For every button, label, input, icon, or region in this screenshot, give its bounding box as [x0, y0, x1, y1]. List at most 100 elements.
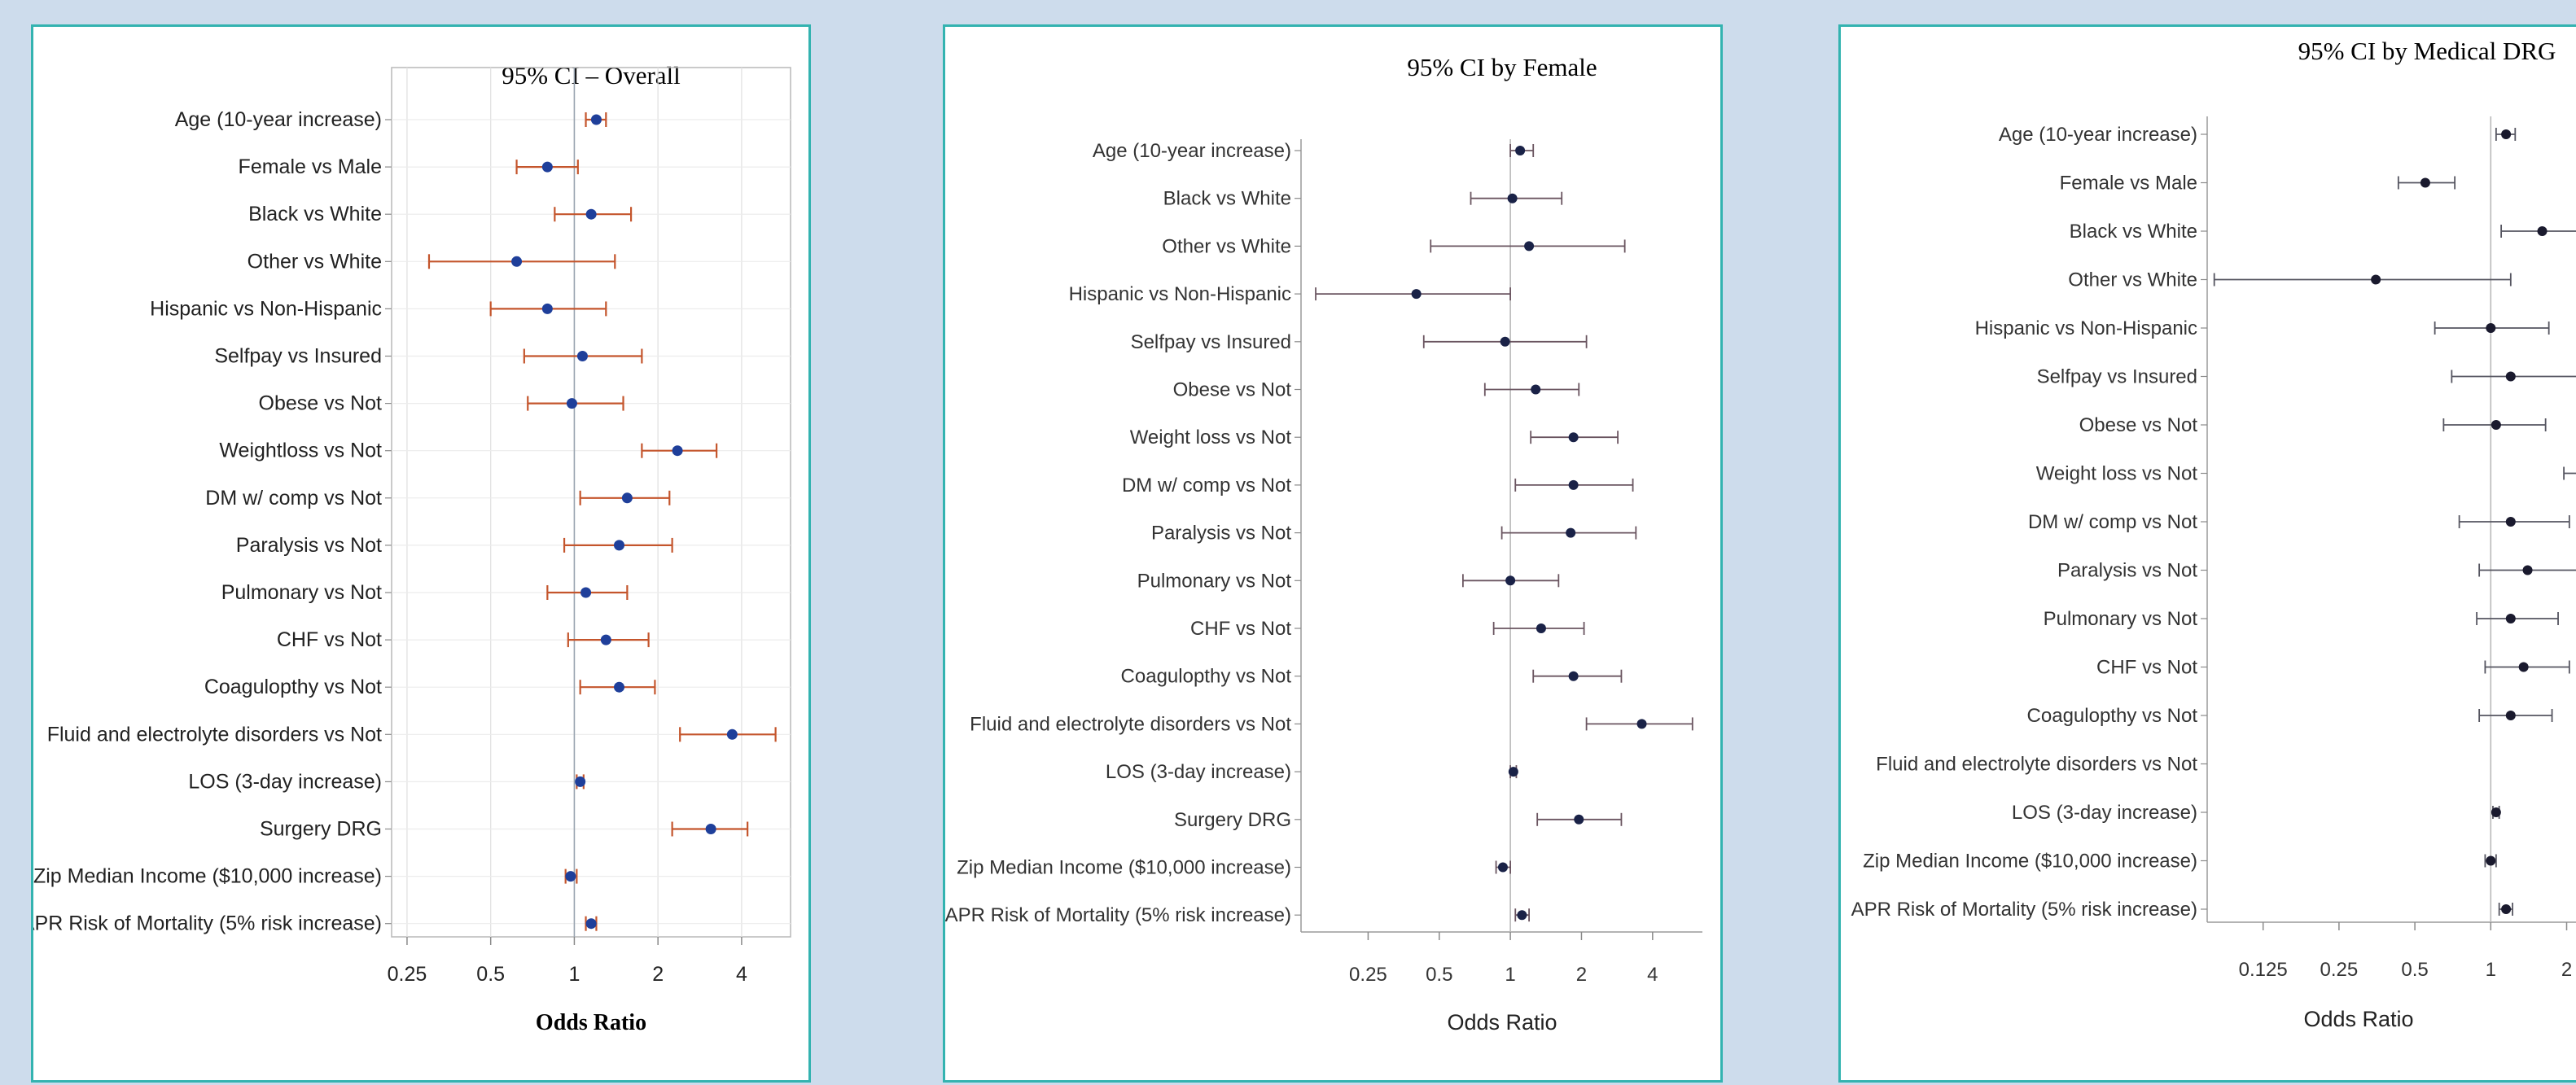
row-label: Other vs White	[248, 250, 382, 273]
x-tick-label: 0.25	[2320, 959, 2359, 981]
odds-ratio-point	[565, 871, 576, 882]
odds-ratio-point	[613, 681, 624, 693]
row-label: Weightloss vs Not	[219, 440, 382, 462]
row-label: Selfpay vs Insured	[1131, 331, 1291, 353]
row-label: Coagulopthy vs Not	[1121, 666, 1292, 688]
odds-ratio-point	[2522, 565, 2533, 575]
forest-plot-overall-svg: 95% CI – Overall 0.25 0.5 1 2 4 Odds Ratio Age …	[33, 61, 791, 1035]
row-label: Fluid and electrolyte disorders vs Not	[1876, 754, 2197, 776]
x-tick-label: 1	[2486, 959, 2496, 981]
row-label: Zip Median Income ($10,000 increase)	[957, 857, 1291, 879]
odds-ratio-point	[2491, 420, 2501, 430]
chart-title: 95% CI by Female	[1407, 53, 1597, 81]
odds-ratio-point	[2505, 614, 2516, 623]
row-label: Obese vs Not	[1173, 379, 1292, 401]
odds-ratio-point	[576, 351, 588, 361]
row-label: LOS (3-day increase)	[1106, 761, 1291, 783]
odds-ratio-point	[2505, 517, 2516, 527]
odds-ratio-point	[1524, 241, 1535, 252]
odds-ratio-point	[575, 776, 586, 787]
odds-ratio-point	[1508, 767, 1518, 777]
forest-plot-medical-drg-svg: 95% CI by Medical DRG0.1250.250.5124Odds…	[1851, 37, 2576, 1031]
row-label: Obese vs Not	[259, 392, 383, 415]
forest-plot-overall: 95% CI – Overall 0.25 0.5 1 2 4 Odds Ratio Age …	[31, 24, 811, 1083]
odds-ratio-point	[1636, 719, 1647, 729]
row-label: CHF vs Not	[277, 628, 382, 651]
odds-ratio-point	[541, 161, 553, 173]
row-label: Black vs White	[1163, 188, 1291, 210]
row-label: DM w/ comp vs Not	[1122, 475, 1291, 497]
odds-ratio-point	[2518, 662, 2529, 672]
odds-ratio-point	[1505, 575, 1516, 586]
x-tick-label: 1	[1505, 964, 1515, 986]
row-label: Black vs White	[2070, 221, 2197, 243]
x-tick-label: 2	[2561, 959, 2572, 981]
odds-ratio-point	[1517, 910, 1527, 921]
x-tick-label: 0.125	[2239, 959, 2288, 981]
row-label: LOS (3-day increase)	[188, 770, 382, 793]
x-tick-label: 0.5	[476, 963, 505, 986]
row-label: Selfpay vs Insured	[2037, 366, 2197, 388]
odds-ratio-point	[1568, 432, 1579, 443]
forest-plot-female: 95% CI by Female 0.25 0.5 1 2 4 Odds Ratio Age …	[943, 24, 1723, 1083]
x-tick-label: 4	[1647, 964, 1658, 986]
row-label: Age (10-year increase)	[175, 108, 382, 131]
odds-ratio-point	[2501, 129, 2512, 139]
row-label: Hispanic vs Non-Hispanic	[1069, 283, 1291, 305]
odds-ratio-point	[2486, 323, 2496, 333]
row-label: CHF vs Not	[1190, 618, 1291, 640]
x-tick-label: 0.5	[1426, 964, 1452, 986]
odds-ratio-point	[2505, 711, 2516, 720]
x-tick-label: 1	[568, 963, 580, 986]
row-label: Hispanic vs Non-Hispanic	[1975, 317, 2197, 339]
odds-ratio-point	[621, 492, 633, 504]
x-axis-title: Odds Ratio	[2303, 1007, 2413, 1031]
chart-title: 95% CI – Overall	[502, 61, 681, 90]
row-label: Black vs White	[248, 203, 382, 225]
odds-ratio-point	[2371, 274, 2381, 285]
plot-frame	[391, 67, 791, 938]
odds-ratio-point	[2537, 226, 2548, 236]
row-label: Zip Median Income ($10,000 increase)	[1863, 851, 2197, 873]
row-label: CHF vs Not	[2096, 657, 2197, 679]
x-tick-label: 4	[736, 963, 747, 986]
row-label: Fluid and electrolyte disorders vs Not	[970, 713, 1291, 735]
row-label: Obese vs Not	[2079, 414, 2198, 436]
odds-ratio-point	[1568, 479, 1579, 490]
row-label: Pulmonary vs Not	[221, 581, 382, 604]
row-label: Pulmonary vs Not	[1137, 570, 1292, 592]
odds-ratio-point	[1515, 146, 1526, 155]
odds-ratio-point	[1497, 862, 1508, 873]
odds-ratio-point	[2505, 371, 2516, 382]
row-label: Paralysis vs Not	[2057, 560, 2197, 582]
row-label: Paralysis vs Not	[236, 534, 382, 557]
row-label: APR Risk of Mortality (5% risk increase)	[945, 904, 1291, 926]
row-label: Other vs White	[2068, 269, 2197, 291]
row-label: Female vs Male	[2060, 173, 2197, 195]
odds-ratio-point	[672, 445, 683, 457]
odds-ratio-point	[1531, 384, 1541, 395]
row-label: Surgery DRG	[260, 818, 382, 841]
row-label: Selfpay vs Insured	[214, 345, 382, 368]
odds-ratio-point	[613, 540, 624, 551]
row-label: Coagulopthy vs Not	[204, 676, 382, 698]
odds-ratio-point	[585, 208, 597, 220]
odds-ratio-point	[1574, 814, 1584, 825]
row-label: Pulmonary vs Not	[2044, 608, 2198, 630]
row-label: Surgery DRG	[1174, 809, 1291, 831]
odds-ratio-point	[1566, 527, 1576, 538]
row-label: Zip Median Income ($10,000 increase)	[33, 865, 382, 888]
odds-ratio-point	[726, 728, 738, 740]
row-label: LOS (3-day increase)	[2012, 802, 2197, 824]
x-tick-label: 2	[1576, 964, 1587, 986]
row-label: Weight loss vs Not	[2036, 463, 2198, 485]
row-label: Paralysis vs Not	[1151, 523, 1291, 545]
row-label: APR Risk of Mortality (5% risk increase)	[1851, 899, 2197, 921]
odds-ratio-point	[600, 634, 611, 645]
odds-ratio-point	[1411, 289, 1422, 300]
row-label: APR Risk of Mortality (5% risk increase)	[33, 912, 382, 935]
odds-ratio-point	[580, 587, 592, 598]
x-tick-label: 2	[652, 963, 664, 986]
x-tick-label: 0.25	[1349, 964, 1387, 986]
x-axis-title: Odds Ratio	[1447, 1010, 1557, 1035]
